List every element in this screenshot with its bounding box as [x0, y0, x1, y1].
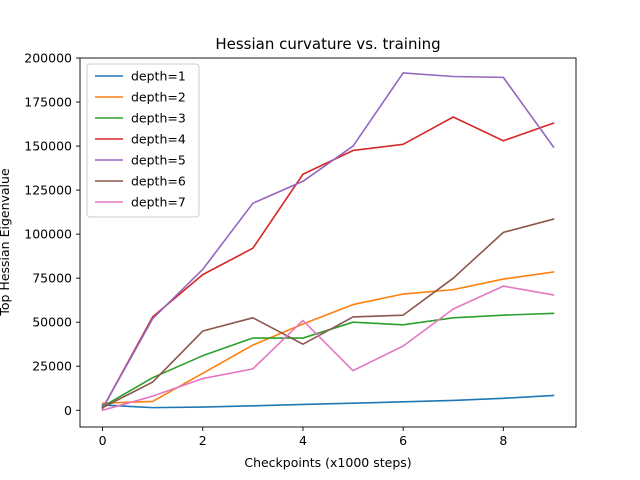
series-line-5: [101, 72, 555, 410]
legend-label-6: depth=6: [131, 174, 186, 189]
chart-title: Hessian curvature vs. training: [215, 35, 440, 53]
x-axis-label: Checkpoints (x1000 steps): [244, 455, 411, 470]
y-tick-label: 100000: [24, 227, 72, 242]
y-tick-label: 25000: [32, 359, 72, 374]
axes-frame: [79, 57, 577, 428]
x-tick-label: 6: [399, 433, 407, 448]
y-tick-label: 125000: [24, 183, 72, 198]
legend-label-1: depth=1: [131, 69, 186, 84]
legend-label-2: depth=2: [131, 90, 186, 105]
x-axis: 0 2 4 6 8: [99, 427, 507, 448]
x-tick-label: 8: [499, 433, 507, 448]
series-line-4: [101, 116, 555, 410]
plot-area: [79, 57, 577, 428]
legend-label-5: depth=5: [131, 153, 186, 168]
y-tick-label: 75000: [32, 271, 72, 286]
series-line-3: [101, 312, 555, 408]
y-tick-label: 150000: [24, 139, 72, 154]
y-tick-label: 0: [64, 403, 72, 418]
x-tick-label: 0: [99, 433, 107, 448]
legend: depth=1 depth=2 depth=3 depth=4 depth=5 depth…: [86, 63, 200, 218]
y-tick-label: 175000: [24, 95, 72, 110]
x-tick-label: 2: [199, 433, 207, 448]
x-tick-label: 4: [299, 433, 307, 448]
series-line-2: [101, 271, 555, 405]
y-tick-label: 200000: [24, 51, 72, 66]
legend-label-3: depth=3: [131, 111, 186, 126]
series-line-7: [101, 285, 555, 412]
series-line-1: [101, 394, 555, 409]
legend-box: [86, 63, 200, 218]
legend-label-7: depth=7: [131, 195, 186, 210]
y-axis-label: Top Hessian Eigenvalue: [0, 168, 12, 317]
series-line-6: [101, 218, 555, 409]
legend-label-4: depth=4: [131, 132, 186, 147]
y-axis: 0 25000 50000 75000 100000 125000 150000 175000…: [24, 51, 80, 418]
y-tick-label: 50000: [32, 315, 72, 330]
